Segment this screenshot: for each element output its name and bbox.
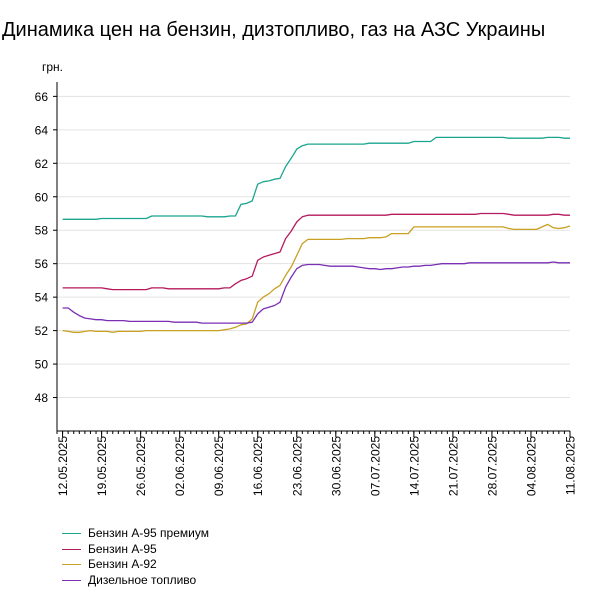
- series-line-4: [62, 261, 570, 324]
- x-tick-label: 23.06.2025: [290, 436, 304, 496]
- legend-swatch: [62, 533, 81, 535]
- y-tick-label: 56: [35, 257, 49, 271]
- x-tick-label: 11.08.2025: [564, 436, 578, 495]
- x-tick-label: 02.06.2025: [173, 436, 187, 496]
- x-tick-label: 26.05.2025: [134, 436, 148, 496]
- grid-lines: [57, 95, 570, 399]
- y-tick-label: 62: [35, 157, 49, 171]
- y-tick-label: 66: [35, 90, 49, 104]
- series-line-3: [62, 223, 571, 333]
- legend-swatch: [62, 579, 81, 581]
- legend-label: Бензин А-95 премиум: [88, 526, 209, 540]
- x-tick-label: 16.06.2025: [251, 436, 265, 496]
- series-lines: [62, 136, 571, 333]
- x-tick-label: 12.05.2025: [56, 436, 70, 496]
- legend-item: Бензин А-92: [62, 557, 209, 573]
- x-tick-label: 07.07.2025: [368, 436, 382, 496]
- x-tick-label: 19.05.2025: [95, 436, 109, 496]
- y-tick-label: 60: [35, 190, 49, 204]
- legend-swatch: [62, 564, 81, 566]
- legend-swatch: [62, 548, 81, 550]
- tick-labels: 48 50 52 54 56 58 60 62 64 66 грн. 12.05.2025 19.05.…: [35, 60, 578, 496]
- x-tick-label: 04.08.2025: [524, 436, 538, 496]
- legend-item: Бензин А-95: [62, 542, 209, 558]
- y-tick-label: 48: [35, 391, 49, 405]
- y-axis-unit-label: грн.: [42, 60, 63, 74]
- legend: Бензин А-95 премиум Бензин А-95 Бензин А-9…: [62, 526, 209, 588]
- series-line-1: [62, 136, 570, 220]
- legend-item: Бензин А-95 премиум: [62, 526, 209, 542]
- x-tick-label: 30.06.2025: [329, 436, 343, 496]
- x-tick-label: 09.06.2025: [212, 436, 226, 496]
- series-line-2: [62, 212, 570, 291]
- axes: [53, 82, 571, 437]
- chart-title: Динамика цен на бензин, дизтопливо, газ …: [2, 19, 546, 41]
- legend-item: Дизельное топливо: [62, 573, 209, 589]
- y-tick-label: 54: [35, 291, 49, 305]
- legend-label: Бензин А-95: [88, 541, 157, 556]
- y-tick-label: 52: [35, 324, 49, 338]
- legend-label: Дизельное топливо: [88, 572, 197, 587]
- y-tick-label: 58: [35, 224, 49, 238]
- x-tick-label: 21.07.2025: [446, 436, 460, 496]
- y-tick-label: 64: [35, 123, 49, 137]
- x-tick-label: 28.07.2025: [485, 436, 499, 496]
- y-tick-label: 50: [35, 358, 49, 372]
- x-tick-label: 14.07.2025: [407, 436, 421, 496]
- legend-label: Бензин А-92: [88, 557, 157, 571]
